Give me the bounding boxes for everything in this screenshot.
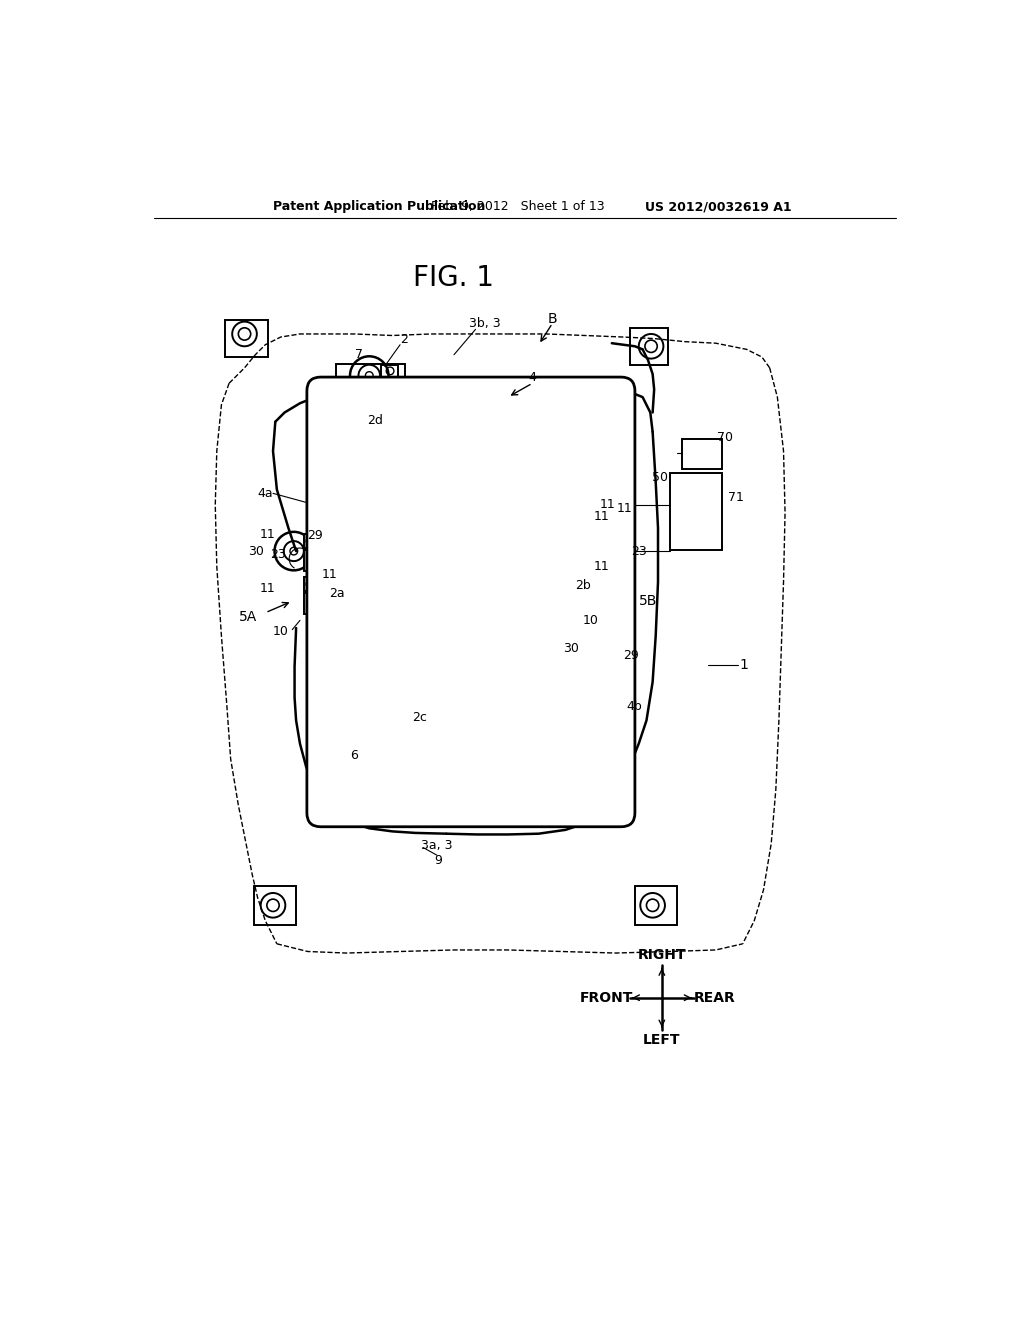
Bar bbox=[336, 364, 406, 387]
Bar bbox=[566, 527, 578, 537]
Text: REAR: REAR bbox=[693, 991, 735, 1005]
Text: RIGHT: RIGHT bbox=[638, 948, 686, 962]
Bar bbox=[559, 527, 596, 548]
Bar bbox=[635, 886, 677, 924]
Bar bbox=[381, 364, 397, 378]
Text: 2c: 2c bbox=[413, 711, 427, 723]
Bar bbox=[630, 327, 668, 364]
Text: 1: 1 bbox=[739, 659, 749, 672]
Text: 9: 9 bbox=[434, 854, 442, 867]
Text: 11: 11 bbox=[617, 502, 633, 515]
Text: 10: 10 bbox=[583, 614, 599, 627]
Text: 2: 2 bbox=[400, 333, 408, 346]
Text: 4a: 4a bbox=[257, 487, 273, 500]
Text: 23: 23 bbox=[631, 545, 646, 557]
Bar bbox=[315, 535, 323, 599]
Text: 4b: 4b bbox=[627, 700, 642, 713]
Text: 11: 11 bbox=[322, 568, 337, 581]
Text: 11: 11 bbox=[260, 582, 275, 594]
Text: LEFT: LEFT bbox=[643, 1034, 681, 1047]
Text: 3a, 3: 3a, 3 bbox=[421, 838, 453, 851]
Text: 2a: 2a bbox=[329, 587, 345, 601]
Bar bbox=[559, 570, 596, 591]
Bar bbox=[304, 535, 341, 548]
Text: 30: 30 bbox=[563, 642, 579, 655]
Text: 2b: 2b bbox=[575, 579, 591, 593]
Bar bbox=[225, 321, 267, 358]
Text: 29: 29 bbox=[624, 648, 639, 661]
Text: 11: 11 bbox=[600, 499, 615, 511]
Bar bbox=[559, 554, 596, 568]
Text: Feb. 9, 2012   Sheet 1 of 13: Feb. 9, 2012 Sheet 1 of 13 bbox=[431, 201, 604, 214]
Text: 11: 11 bbox=[594, 560, 609, 573]
Text: US 2012/0032619 A1: US 2012/0032619 A1 bbox=[645, 201, 792, 214]
Text: 7: 7 bbox=[355, 348, 364, 362]
Bar bbox=[559, 511, 596, 525]
Bar bbox=[670, 473, 722, 549]
FancyBboxPatch shape bbox=[307, 378, 635, 826]
Bar bbox=[368, 729, 416, 763]
Text: 70: 70 bbox=[717, 430, 733, 444]
Text: B: B bbox=[548, 312, 557, 326]
Text: 6: 6 bbox=[350, 748, 357, 762]
Text: 11: 11 bbox=[594, 510, 609, 523]
Text: FRONT: FRONT bbox=[580, 991, 633, 1005]
Text: 29: 29 bbox=[307, 529, 324, 543]
Bar bbox=[304, 593, 341, 614]
Bar bbox=[322, 552, 333, 562]
Text: 10: 10 bbox=[272, 626, 289, 639]
Text: 5A: 5A bbox=[239, 610, 257, 623]
Text: 11: 11 bbox=[260, 528, 275, 541]
Bar bbox=[367, 405, 404, 414]
Text: 3b, 3: 3b, 3 bbox=[469, 317, 501, 330]
Bar bbox=[682, 440, 722, 469]
Bar bbox=[578, 511, 585, 576]
Bar bbox=[304, 577, 341, 591]
Text: 50: 50 bbox=[652, 471, 668, 484]
Bar bbox=[254, 886, 296, 924]
Bar bbox=[376, 709, 408, 726]
Text: 4: 4 bbox=[528, 371, 537, 384]
Text: 23: 23 bbox=[270, 548, 287, 561]
Text: 5B: 5B bbox=[639, 594, 657, 609]
Text: 71: 71 bbox=[728, 491, 744, 504]
Bar bbox=[304, 549, 341, 572]
Text: 2d: 2d bbox=[368, 413, 383, 426]
Text: FIG. 1: FIG. 1 bbox=[414, 264, 495, 292]
Text: 30: 30 bbox=[248, 545, 264, 557]
Text: Patent Application Publication: Patent Application Publication bbox=[273, 201, 485, 214]
